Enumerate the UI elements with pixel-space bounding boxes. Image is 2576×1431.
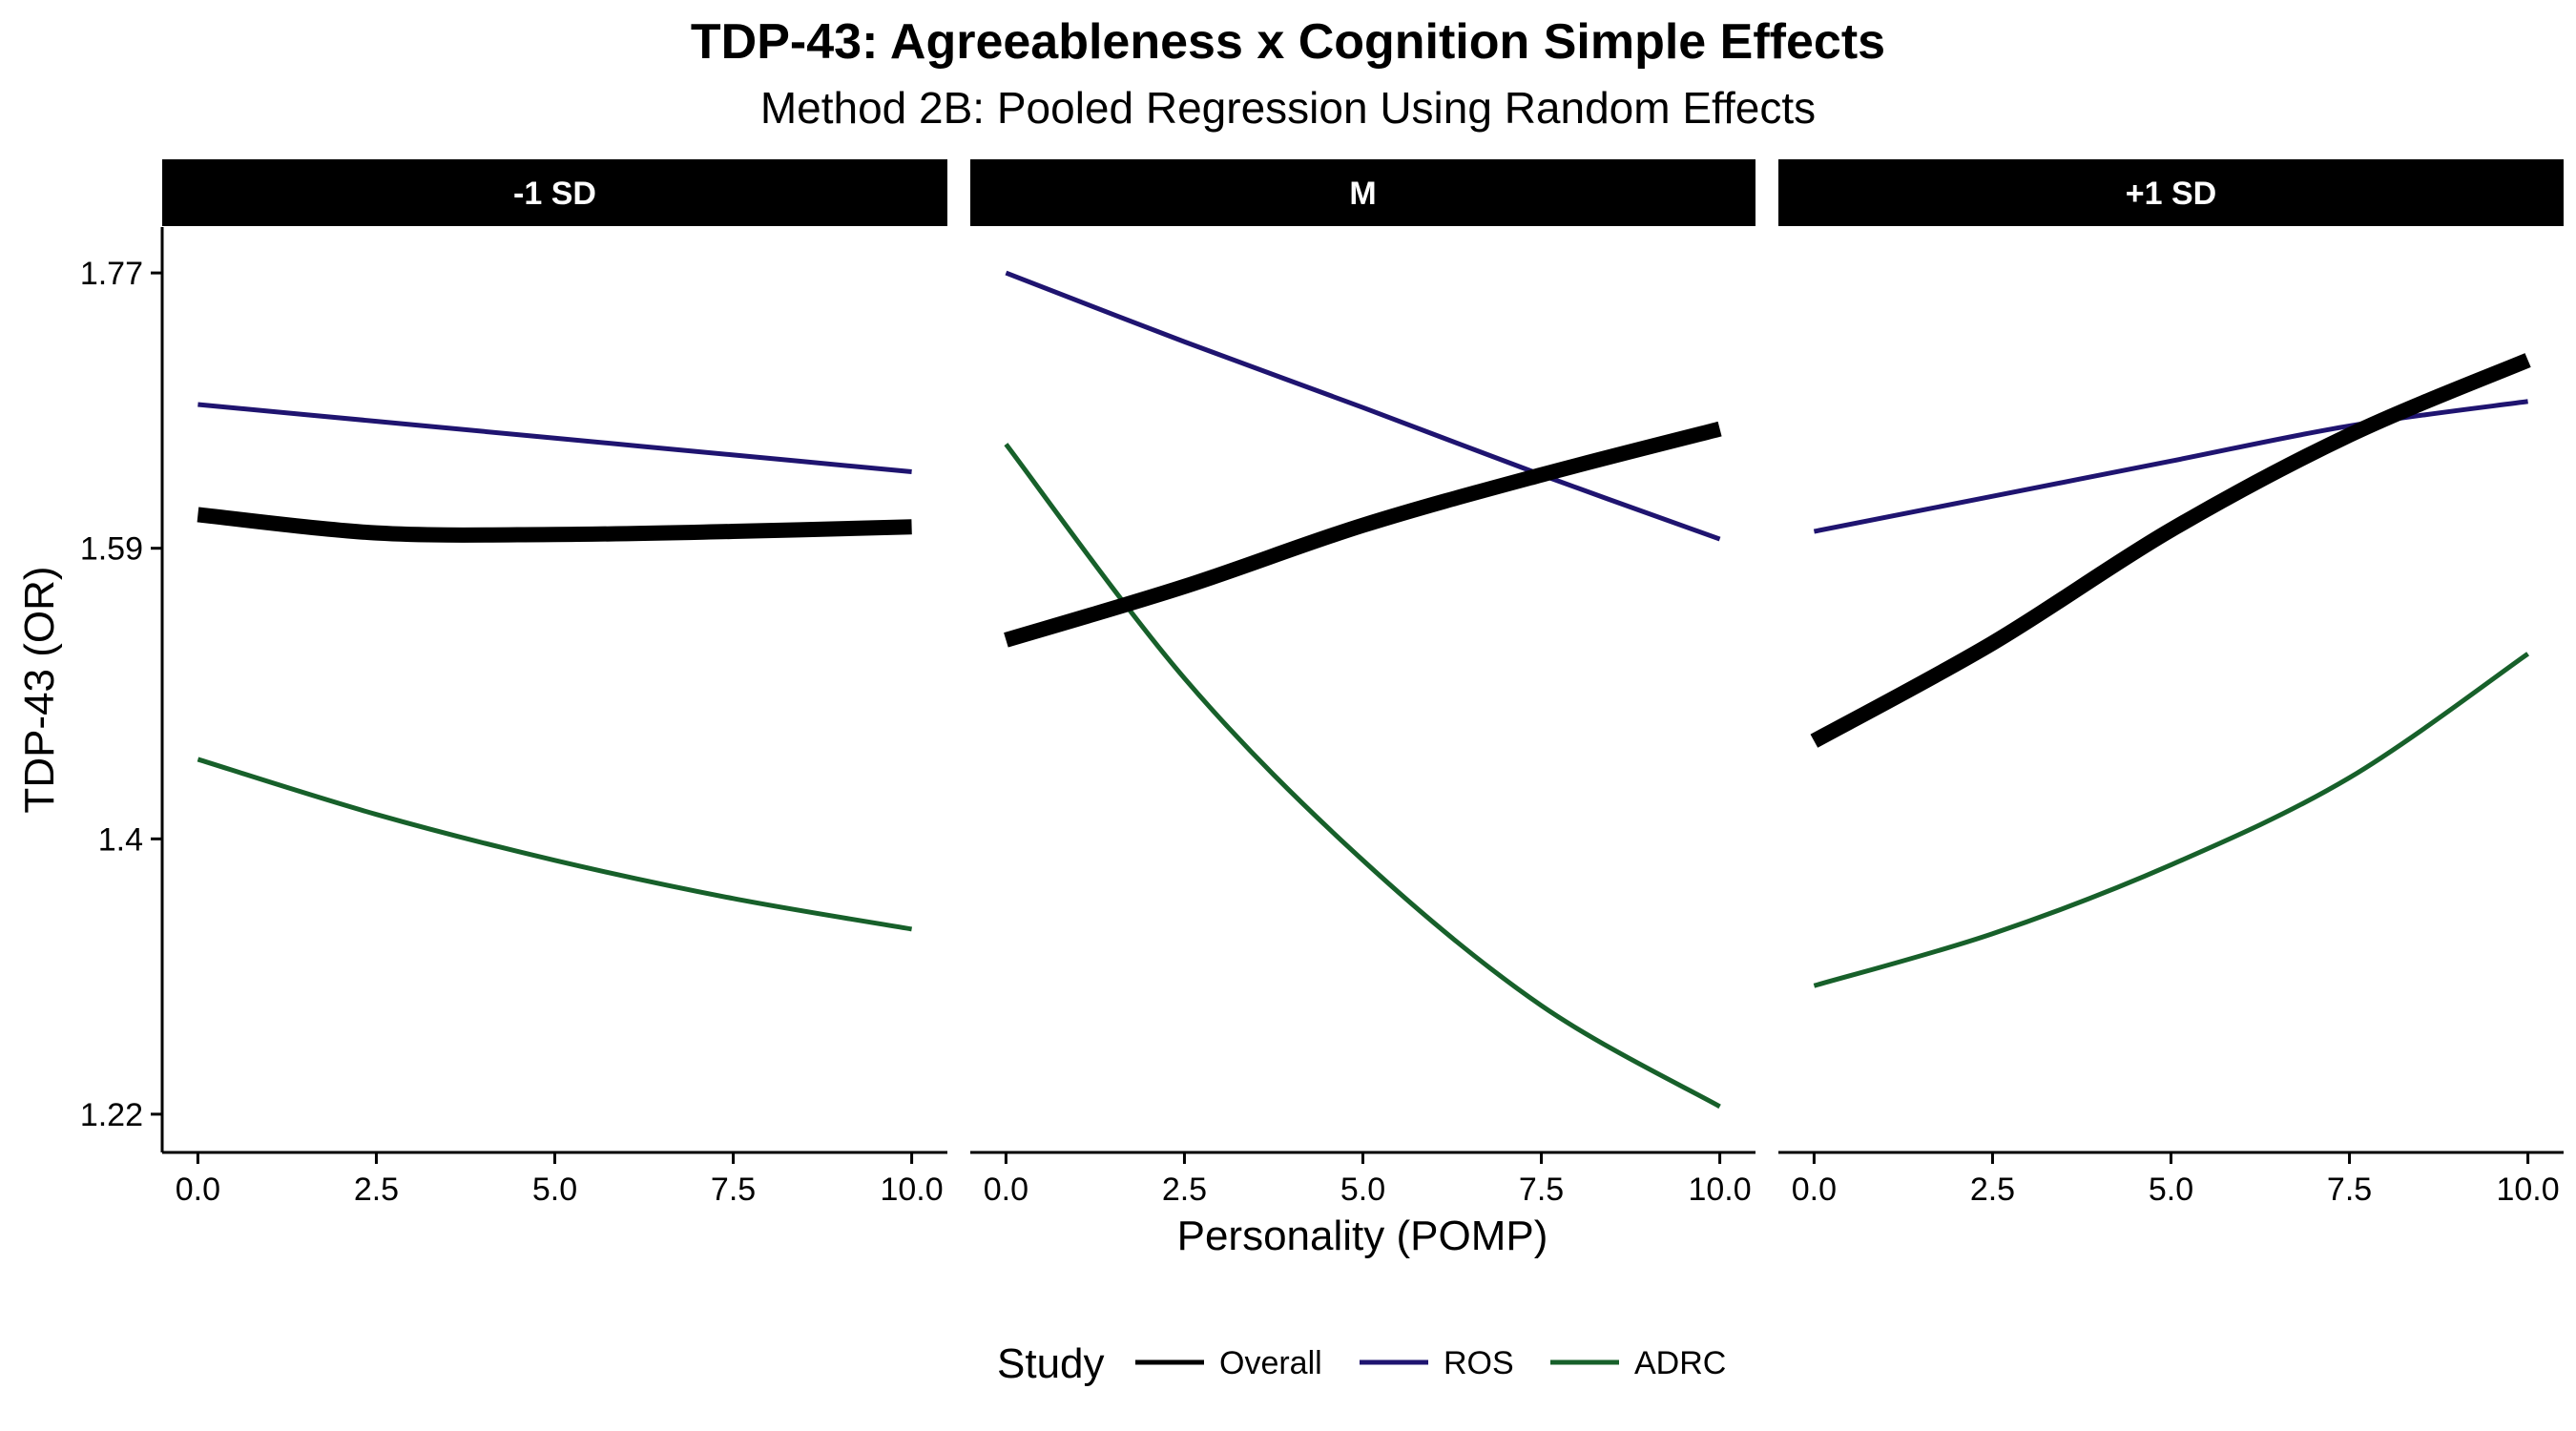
x-tick-label: 10.0	[1688, 1172, 1751, 1208]
x-tick-label: 7.5	[2327, 1172, 2372, 1208]
x-tick-label: 10.0	[2496, 1172, 2559, 1208]
series-line-overall-1-sd	[1810, 353, 2531, 748]
facet-strip-label: +1 SD	[2126, 176, 2216, 212]
y-axis-title: TDP-43 (OR)	[16, 566, 63, 813]
x-axis-title: Personality (POMP)	[1177, 1213, 1548, 1259]
x-tick-label: 0.0	[1792, 1172, 1837, 1208]
series-line-ros-1-sd	[1813, 399, 2528, 534]
x-tick-label: 5.0	[2149, 1172, 2193, 1208]
series-line-ros-m	[1005, 270, 1721, 542]
legend-label-adrc: ADRC	[1634, 1345, 1726, 1381]
facet-strip-label: -1 SD	[513, 176, 596, 212]
facet-strip	[162, 159, 947, 226]
series-line-ros-1-sd	[197, 402, 912, 475]
series-line-adrc-1-sd	[1813, 652, 2530, 988]
x-tick-label: 7.5	[711, 1172, 756, 1208]
series-line-adrc-m	[1004, 443, 1721, 1110]
chart-title: TDP-43: Agreeableness x Cognition Simple…	[690, 14, 1886, 70]
facet-strip	[970, 159, 1755, 226]
x-tick-label: 0.0	[984, 1172, 1028, 1208]
x-tick-label: 10.0	[880, 1172, 943, 1208]
legend-label-ros: ROS	[1444, 1345, 1514, 1381]
series-line-overall-1-sd	[197, 507, 912, 543]
x-tick-label: 2.5	[354, 1172, 399, 1208]
x-tick-label: 5.0	[1340, 1172, 1385, 1208]
legend-label-overall: Overall	[1219, 1345, 1322, 1381]
facet-strip-label: M	[1349, 176, 1376, 212]
x-tick-label: 2.5	[1162, 1172, 1207, 1208]
y-tick-label: 1.4	[98, 821, 143, 858]
x-tick-label: 2.5	[1970, 1172, 2015, 1208]
y-tick-label: 1.77	[80, 256, 143, 292]
series-line-adrc-1-sd	[197, 757, 913, 932]
legend-title: Study	[997, 1340, 1105, 1387]
x-tick-label: 7.5	[1519, 1172, 1564, 1208]
x-tick-label: 5.0	[532, 1172, 577, 1208]
chart-subtitle: Method 2B: Pooled Regression Using Rando…	[759, 83, 1817, 133]
series-line-overall-m	[1004, 421, 1722, 648]
y-tick-label: 1.59	[80, 531, 143, 568]
y-tick-label: 1.22	[80, 1097, 143, 1133]
x-tick-label: 0.0	[176, 1172, 220, 1208]
facet-strip	[1778, 159, 2564, 226]
